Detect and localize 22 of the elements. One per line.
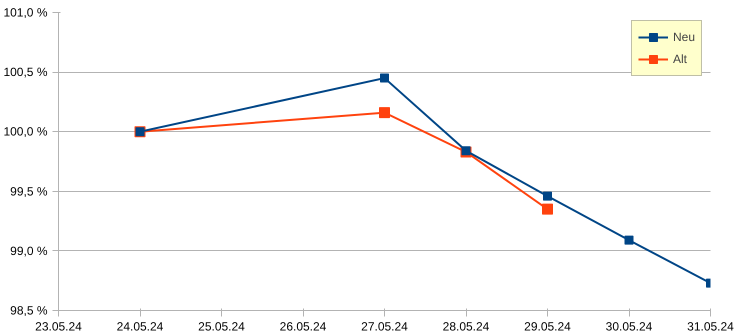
point bbox=[624, 236, 634, 245]
y-tick-label: 101,0 % bbox=[3, 6, 48, 20]
y-tick-label: 99,5 % bbox=[10, 184, 48, 198]
x-tick-label: 26.05.24 bbox=[280, 320, 327, 333]
y-tick-label: 100,0 % bbox=[3, 124, 48, 139]
x-tick-label: 24.05.24 bbox=[116, 320, 164, 333]
x-tick-label: 28.05.24 bbox=[442, 320, 490, 333]
x-tick-label: 27.05.24 bbox=[361, 320, 408, 333]
point bbox=[380, 74, 389, 83]
x-tick-label: 23.05.24 bbox=[35, 320, 82, 333]
y-tick-label: 98,5 % bbox=[10, 304, 48, 318]
legend-label: Alt bbox=[672, 52, 688, 66]
x-tick-label: 25.05.24 bbox=[198, 320, 246, 333]
x-tick-label: 29.05.24 bbox=[524, 320, 572, 333]
point bbox=[542, 204, 553, 215]
y-tick-label: 99,0 % bbox=[10, 244, 48, 258]
x-tick-label: 31.05.24 bbox=[687, 320, 734, 333]
point bbox=[379, 107, 390, 118]
y-tick-label: 100,5 % bbox=[3, 65, 48, 80]
point bbox=[543, 192, 552, 201]
x-tick-label: 30.05.24 bbox=[606, 320, 653, 333]
legend-label: Neu bbox=[672, 30, 695, 44]
